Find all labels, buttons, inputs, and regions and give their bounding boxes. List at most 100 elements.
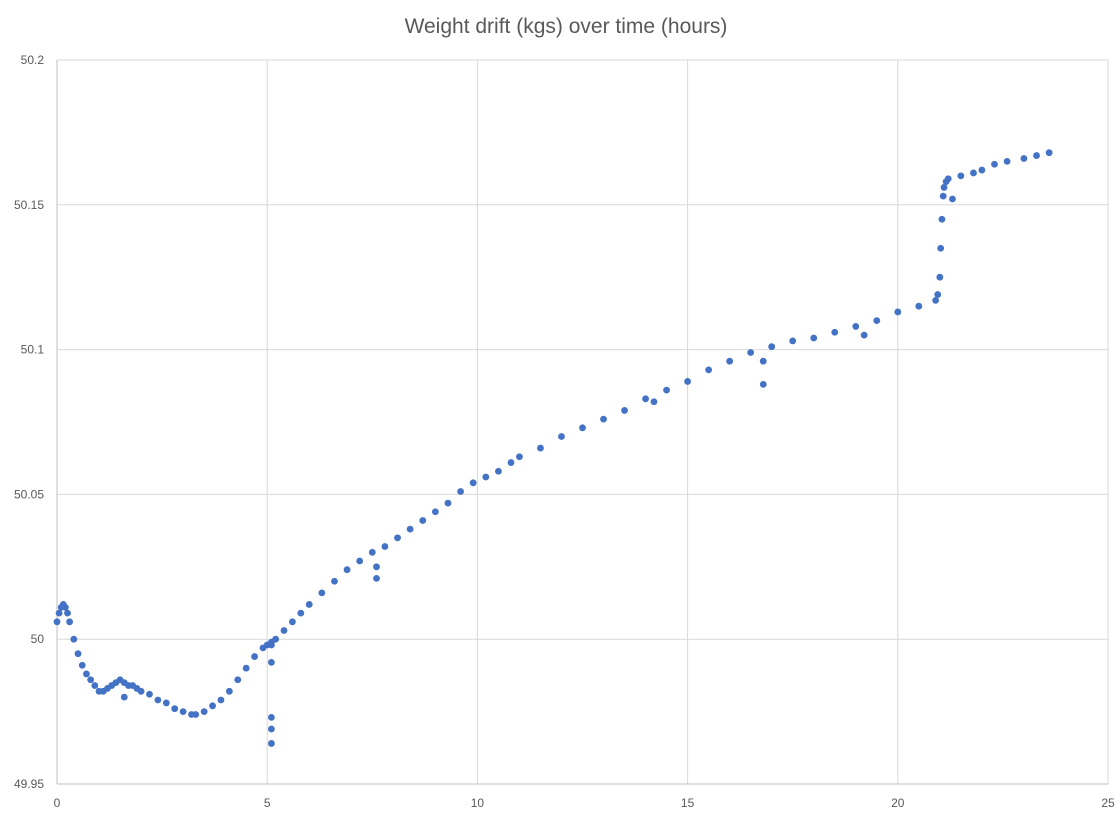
data-point <box>297 609 305 617</box>
data-point <box>558 433 565 440</box>
data-point <box>1020 155 1028 162</box>
data-point <box>621 407 628 414</box>
data-point <box>289 618 296 626</box>
data-point <box>957 172 965 180</box>
data-point <box>970 169 977 177</box>
data-point <box>831 328 839 336</box>
data-point <box>192 711 200 718</box>
data-point <box>1003 157 1011 165</box>
data-point <box>860 331 868 339</box>
data-point <box>726 357 734 365</box>
data-point <box>949 195 956 203</box>
data-point <box>87 676 95 684</box>
data-point <box>74 650 82 658</box>
data-point <box>940 184 948 191</box>
data-point <box>642 395 649 403</box>
data-point <box>146 690 153 698</box>
x-tick-label: 20 <box>891 796 905 810</box>
x-tick-label: 0 <box>54 796 61 810</box>
data-point <box>78 661 86 669</box>
data-point <box>810 334 818 342</box>
data-point <box>343 566 351 574</box>
data-point <box>62 603 69 611</box>
data-point <box>944 175 952 183</box>
data-point <box>356 557 364 565</box>
data-point <box>915 302 923 310</box>
data-point <box>759 357 767 365</box>
data-point <box>225 687 233 695</box>
data-point <box>684 378 691 385</box>
data-point <box>768 343 776 351</box>
data-point <box>305 601 313 608</box>
y-tick-label: 50 <box>31 632 45 646</box>
y-tick-label: 49.95 <box>14 777 44 791</box>
data-point <box>242 664 250 672</box>
data-point <box>394 534 401 542</box>
data-point <box>268 658 275 666</box>
data-point <box>55 609 63 617</box>
y-tick-label: 50.15 <box>14 198 44 212</box>
data-point <box>444 499 452 507</box>
axes <box>56 60 1108 785</box>
data-point <box>268 725 275 733</box>
data-point <box>137 687 145 695</box>
data-point <box>991 160 998 168</box>
gridlines <box>57 59 1109 784</box>
data-point <box>406 525 414 533</box>
data-point <box>431 508 439 516</box>
data-point <box>495 467 502 475</box>
data-point <box>268 713 275 721</box>
data-point <box>64 609 71 617</box>
data-point <box>507 459 515 466</box>
data-point <box>1045 149 1053 157</box>
data-point <box>852 323 860 330</box>
data-point <box>419 517 427 524</box>
data-point <box>938 215 946 223</box>
data-point <box>171 705 179 713</box>
data-point <box>650 398 658 406</box>
data-point <box>268 740 275 747</box>
data-point <box>978 166 986 174</box>
data-point <box>280 627 288 634</box>
data-point <box>894 308 902 316</box>
data-point <box>457 488 464 495</box>
data-point <box>516 453 523 461</box>
data-point <box>537 444 544 452</box>
y-tick-label: 50.2 <box>21 53 45 67</box>
data-point <box>66 618 74 626</box>
data-points <box>53 149 1053 747</box>
data-point <box>937 244 945 252</box>
data-point <box>600 415 607 423</box>
data-point <box>91 682 99 689</box>
data-point <box>268 641 275 649</box>
data-point <box>179 708 187 715</box>
data-point <box>373 574 380 582</box>
data-point <box>53 618 61 626</box>
data-point <box>381 543 389 550</box>
y-tick-label: 50.05 <box>14 487 44 501</box>
y-tick-label: 50.1 <box>21 343 45 357</box>
data-point <box>318 589 326 597</box>
data-point <box>469 479 477 487</box>
data-point <box>1033 152 1040 159</box>
data-point <box>209 702 216 710</box>
x-tick-label: 5 <box>264 796 271 810</box>
data-point <box>331 577 338 585</box>
data-point <box>251 653 258 660</box>
data-point <box>200 708 208 715</box>
data-point <box>789 337 797 345</box>
data-point <box>234 676 242 684</box>
data-point <box>217 696 225 704</box>
data-point <box>934 291 942 298</box>
chart-title: Weight drift (kgs) over time (hours) <box>405 15 728 38</box>
data-point <box>162 699 170 707</box>
data-point <box>747 349 755 356</box>
data-point <box>939 192 947 200</box>
data-point <box>932 296 940 304</box>
data-point <box>663 386 670 394</box>
data-point <box>70 635 78 643</box>
data-point <box>373 563 380 571</box>
y-axis-tick-labels: 49.95 50 50.05 50.1 50.15 50.2 <box>14 53 44 791</box>
data-point <box>936 273 944 281</box>
